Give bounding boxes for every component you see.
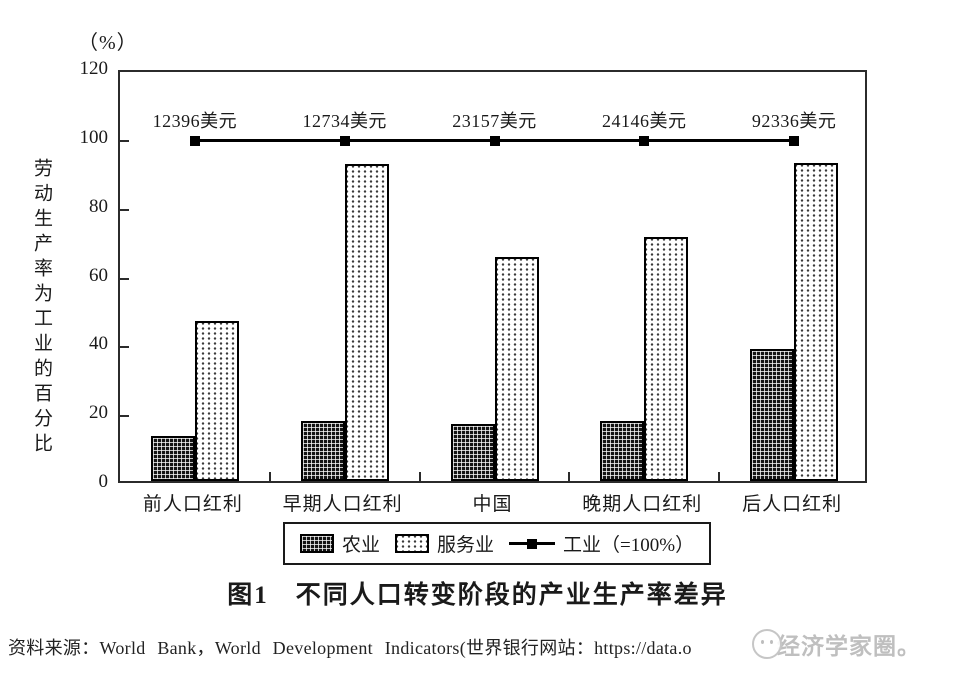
x-category-label-3: 晚期人口红利 (582, 494, 703, 515)
x-category-label-2: 中国 (472, 494, 513, 515)
x-category-label-0: 前人口红利 (142, 494, 243, 515)
y-tick-mark (120, 139, 129, 142)
source-note: 资料来源：World Bank，World Development Indica… (8, 638, 692, 658)
y-tick-mark (120, 346, 129, 349)
bar-services-3 (644, 236, 689, 481)
gdp-point-label-1: 12734美元 (302, 110, 387, 131)
y-tick-label: 80 (89, 195, 108, 217)
industry-marker-4 (789, 135, 800, 146)
bar-services-4 (794, 162, 839, 481)
y-tick-label: 120 (79, 58, 109, 79)
gdp-point-label-3: 24146美元 (602, 110, 687, 131)
plot-area: 12396美元 12734美元 23157美元 24146美元 92336美元 (118, 70, 867, 483)
gdp-point-label-4: 92336美元 (751, 110, 837, 131)
bar-services-2 (494, 257, 539, 481)
legend-item-agriculture: 农业 (300, 530, 380, 557)
y-axis-unit-label: （%） (78, 32, 138, 54)
industry-square-marker-icon (527, 538, 538, 549)
industry-marker-1 (339, 135, 350, 146)
y-tick-label: 100 (79, 126, 109, 148)
y-axis-title: 劳动生产率为工业的百分比 (31, 158, 52, 458)
bar-agriculture-2 (450, 424, 495, 481)
watermark-text: 经济学家圈。 (777, 634, 921, 659)
y-tick-label: 0 (98, 471, 109, 492)
legend: 农业 服务业 工业（=100%） (283, 522, 712, 565)
figure-title: 图1 不同人口转变阶段的产业生产率差异 (227, 582, 728, 609)
services-swatch-icon (395, 534, 430, 553)
y-tick-label: 20 (89, 402, 108, 424)
bar-services-0 (194, 320, 239, 481)
watermark-logo-icon (752, 629, 782, 659)
legend-label-services: 服务业 (437, 535, 495, 556)
bar-services-1 (344, 164, 389, 481)
y-tick-mark (120, 277, 129, 280)
x-tick-mark (268, 472, 271, 481)
y-tick-label: 60 (89, 264, 108, 286)
bar-agriculture-0 (150, 436, 195, 481)
gdp-point-label-2: 23157美元 (452, 110, 537, 131)
bar-agriculture-1 (300, 420, 345, 481)
y-tick-mark (120, 208, 129, 211)
agriculture-swatch-icon (300, 534, 334, 553)
industry-marker-2 (489, 135, 500, 146)
x-tick-mark (418, 472, 421, 481)
bar-agriculture-4 (750, 348, 795, 481)
x-category-label-4: 后人口红利 (742, 494, 843, 515)
industry-marker-3 (639, 135, 650, 146)
x-tick-mark (568, 472, 571, 481)
legend-item-services: 服务业 (395, 530, 494, 557)
y-tick-mark (120, 415, 129, 418)
legend-label-industry: 工业（=100%） (563, 535, 695, 556)
x-category-label-1: 早期人口红利 (282, 494, 403, 515)
industry-line-marker-icon (509, 538, 556, 549)
legend-item-industry: 工业（=100%） (509, 530, 694, 557)
watermark: 经济学家圈。 (752, 627, 921, 661)
y-tick-label: 40 (89, 333, 108, 355)
gdp-point-label-0: 12396美元 (152, 110, 238, 131)
industry-marker-0 (189, 135, 200, 146)
bar-agriculture-3 (600, 420, 645, 481)
legend-label-agriculture: 农业 (342, 535, 381, 556)
x-tick-mark (718, 472, 721, 481)
